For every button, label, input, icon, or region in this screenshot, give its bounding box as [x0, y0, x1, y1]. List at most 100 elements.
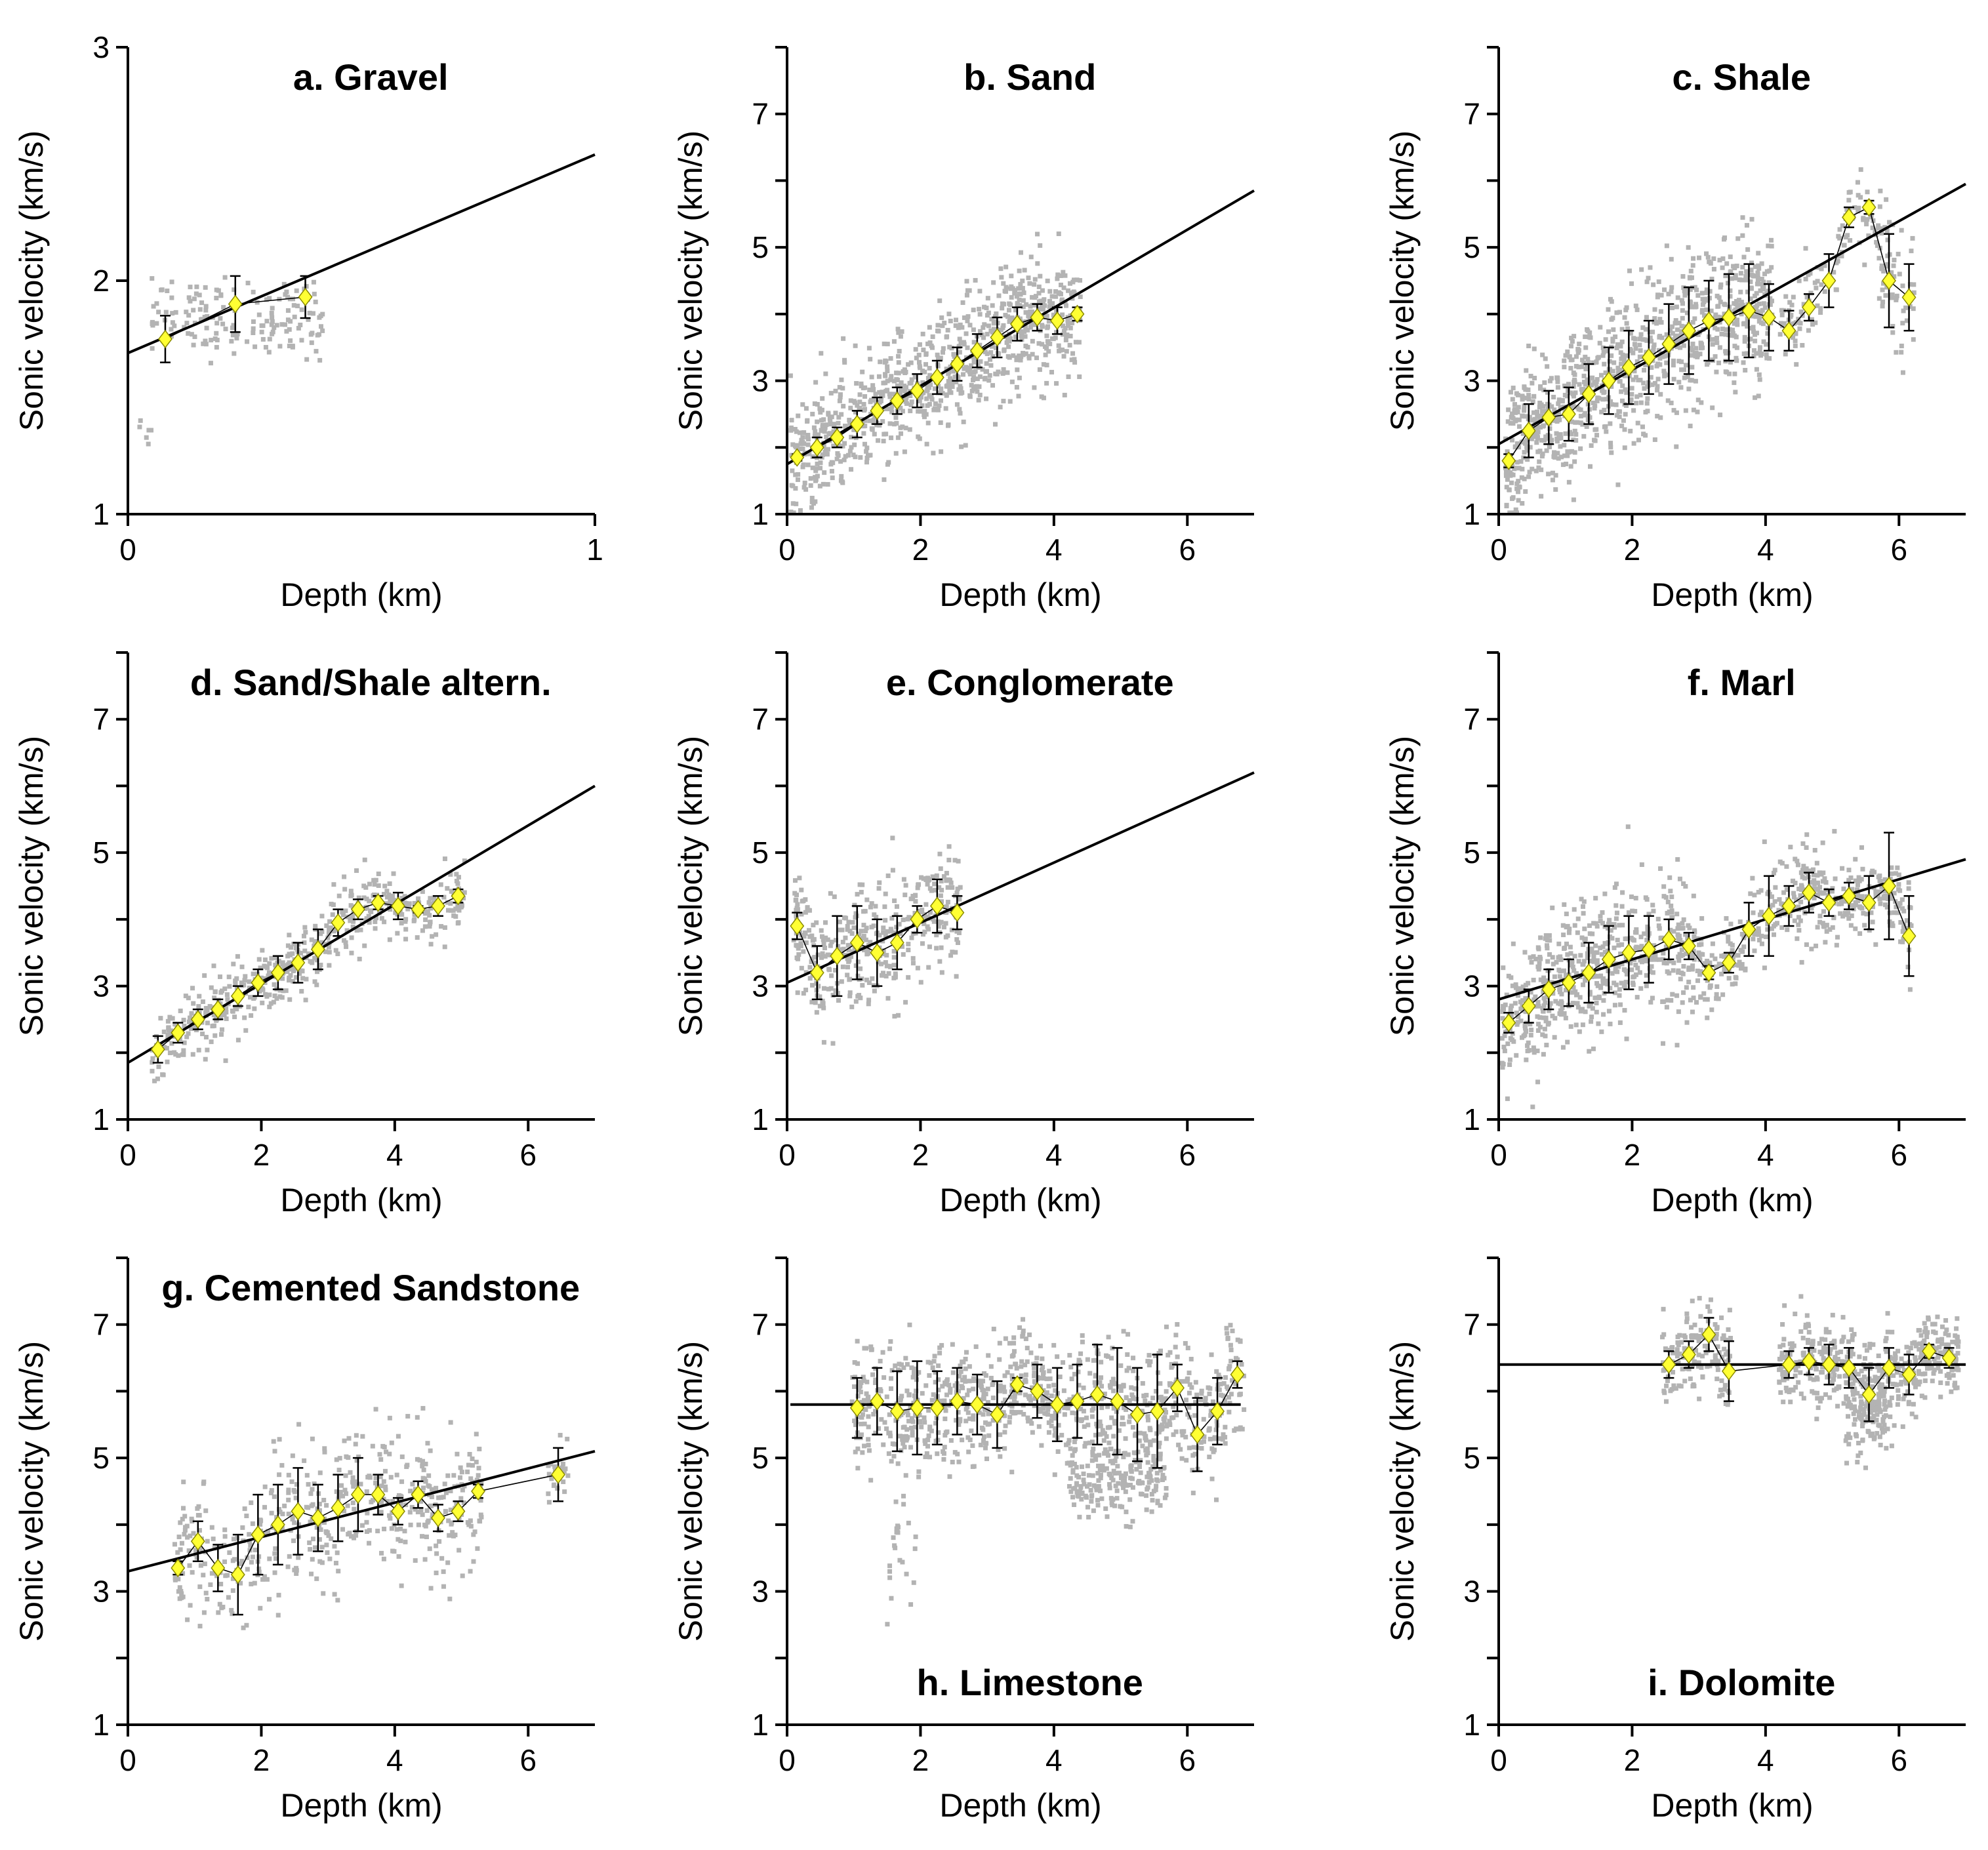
scatter-point — [1533, 431, 1538, 436]
scatter-point — [1638, 378, 1643, 383]
scatter-point — [975, 376, 980, 382]
scatter-point — [1899, 344, 1904, 349]
scatter-point — [234, 1007, 239, 1012]
scatter-point — [1533, 956, 1538, 961]
scatter-point — [1844, 912, 1850, 917]
scatter-point — [1576, 365, 1581, 370]
scatter-point — [1722, 969, 1727, 975]
scatter-point — [1532, 376, 1537, 381]
scatter-point — [186, 995, 191, 1001]
scatter-point — [229, 1607, 234, 1613]
scatter-point — [343, 908, 348, 914]
scatter-point — [449, 889, 455, 894]
scatter-point — [285, 308, 291, 313]
scatter-point — [1743, 368, 1748, 373]
scatter-point — [290, 1514, 295, 1519]
scatter-point — [1733, 962, 1738, 967]
scatter-point — [1765, 927, 1770, 932]
scatter-point — [1695, 332, 1701, 337]
scatter-point — [880, 419, 885, 424]
scatter-point — [862, 441, 867, 447]
scatter-point — [1017, 291, 1022, 296]
scatter-point — [382, 883, 388, 889]
scatter-point — [1600, 910, 1605, 915]
scatter-point — [451, 908, 456, 913]
scatter-point — [1577, 995, 1583, 1000]
scatter-point — [226, 975, 232, 980]
scatter-point — [1614, 910, 1619, 915]
scatter-point — [1593, 943, 1598, 948]
scatter-point — [292, 314, 297, 319]
scatter-point — [943, 935, 948, 940]
scatter-point — [1650, 902, 1655, 908]
scatter-point — [1683, 408, 1688, 413]
scatter-point — [415, 1510, 420, 1515]
scatter-point — [1560, 923, 1566, 928]
scatter-point — [1525, 457, 1530, 462]
scatter-point — [1680, 921, 1685, 926]
scatter-point — [1594, 980, 1600, 986]
scatter-point — [1065, 320, 1070, 325]
scatter-point — [1516, 498, 1521, 503]
scatter-point — [927, 944, 932, 950]
scatter-point — [1606, 1009, 1612, 1014]
scatter-point — [320, 328, 325, 333]
scatter-point — [864, 449, 869, 454]
scatter-point — [448, 1507, 453, 1512]
scatter-point — [994, 311, 999, 316]
scatter-point — [1623, 980, 1629, 985]
scatter-point — [350, 924, 355, 929]
scatter-point — [1726, 938, 1731, 944]
scatter-point — [1651, 345, 1656, 350]
binned-mean-marker — [809, 438, 824, 457]
scatter-point — [290, 344, 295, 350]
scatter-point — [1506, 407, 1511, 412]
scatter-point — [1705, 978, 1710, 983]
scatter-point — [299, 307, 304, 312]
scatter-point — [1524, 368, 1529, 373]
scatter-point — [1661, 884, 1667, 889]
scatter-point — [268, 1491, 274, 1496]
scatter-point — [1528, 1032, 1533, 1037]
scatter-point — [1595, 983, 1600, 988]
scatter-point — [1759, 941, 1764, 946]
scatter-point — [1744, 223, 1749, 228]
scatter-point — [1552, 974, 1557, 979]
scatter-point — [1536, 1003, 1541, 1009]
scatter-point — [266, 1529, 271, 1534]
scatter-point — [957, 336, 962, 342]
scatter-point — [835, 451, 840, 456]
scatter-point — [879, 973, 884, 978]
scatter-point — [1530, 399, 1535, 405]
scatter-point — [883, 933, 888, 938]
scatter-point — [1077, 374, 1082, 379]
scatter-point — [910, 896, 916, 901]
scatter-point — [388, 900, 393, 905]
scatter-point — [1632, 369, 1637, 374]
scatter-point — [188, 1015, 193, 1020]
scatter-point — [935, 356, 941, 361]
binned-mean-marker — [1521, 996, 1536, 1016]
scatter-point — [1042, 303, 1047, 308]
scatter-point — [819, 955, 824, 960]
scatter-point — [965, 345, 970, 350]
scatter-point — [1619, 904, 1625, 909]
scatter-point — [958, 411, 963, 416]
scatter-point — [803, 406, 809, 411]
scatter-point — [1027, 315, 1032, 321]
scatter-point — [891, 975, 897, 980]
scatter-point — [882, 477, 887, 482]
scatter-point — [1693, 304, 1698, 310]
scatter-point — [474, 1459, 479, 1464]
scatter-point — [1689, 378, 1694, 383]
scatter-point — [384, 1449, 389, 1455]
scatter-point — [1025, 327, 1030, 332]
scatter-point — [1557, 974, 1562, 979]
scatter-point — [1764, 352, 1769, 357]
scatter-point — [822, 954, 828, 959]
scatter-point — [256, 1554, 262, 1559]
scatter-point — [1656, 923, 1661, 929]
scatter-point — [1612, 925, 1617, 930]
binned-mean-marker — [1741, 919, 1756, 939]
scatter-point — [957, 350, 962, 355]
